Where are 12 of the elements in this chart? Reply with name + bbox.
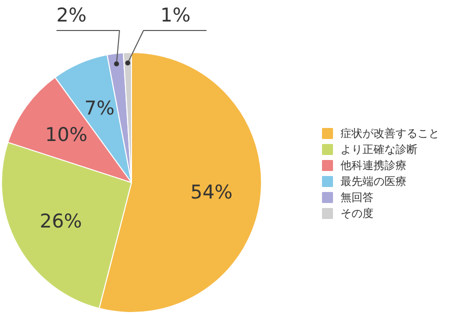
legend-label: 無回答 (340, 191, 374, 204)
data-label: 54% (190, 182, 233, 204)
legend-label: 最先端の医療 (340, 175, 406, 188)
legend-label: 他科連携診療 (340, 159, 406, 172)
legend-label: より正確な診断 (340, 143, 418, 156)
data-label: 2% (56, 4, 87, 26)
legend-label: その度 (340, 207, 374, 220)
legend-label: 症状が改善すること (340, 127, 440, 140)
data-label: 1% (160, 4, 191, 26)
data-label: 7% (84, 98, 115, 120)
data-label: 26% (40, 210, 82, 232)
data-label: 10% (45, 124, 88, 146)
